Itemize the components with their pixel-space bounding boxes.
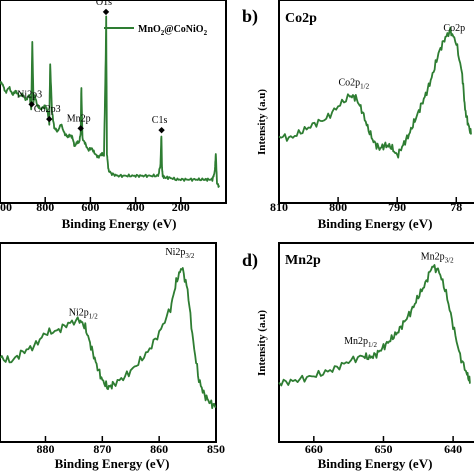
annotation-label: Ni2p3/2 (165, 247, 194, 260)
x-tick-label: 790 (388, 200, 406, 214)
peak-marker (102, 8, 110, 16)
peak-marker (28, 101, 35, 108)
annotation-mn2p3/2: Mn2p3/2 (421, 251, 454, 264)
panel-c-x-ticks: 880 870 860 850 (36, 436, 225, 456)
panel-a-survey: 1000 800 600 400 200 Binding Energy (eV) MnO… (0, 0, 227, 231)
panel-d-title: Mn2p (285, 253, 321, 268)
spectra-curves (0, 15, 472, 410)
x-tick-label: 400 (127, 200, 145, 214)
x-tick-label: 640 (444, 442, 462, 456)
panel-d-tag: d) (242, 250, 258, 271)
peak-marker (158, 126, 165, 134)
annotation-label: Mn2p1/2 (344, 336, 377, 349)
panel-b-title: Co2p (285, 11, 317, 26)
panel-b-tag: b) (242, 6, 258, 27)
panel-c-ni2p: 880 870 860 850 Binding Energy (eV) (0, 242, 225, 471)
x-tick-label: 600 (81, 200, 99, 214)
x-tick-label: 860 (150, 442, 168, 456)
x-tick-label: 200 (172, 200, 190, 214)
annotation-ni2p3: Ni2p3 (17, 89, 42, 108)
annotation-co2p3: Co2p3 (34, 104, 61, 123)
series-line-a (0, 15, 221, 188)
panel-a-frame (0, 0, 227, 204)
annotation-mn2p1/2: Mn2p1/2 (344, 336, 377, 349)
panel-b-x-axis-label: Binding Energy (eV) (318, 216, 433, 231)
panel-d-frame (278, 242, 474, 443)
annotation-ni2p1/2: Ni2p1/2 (69, 307, 98, 320)
annotation-label: C1s (152, 115, 168, 126)
x-tick-label: 800 (329, 200, 347, 214)
annotation-label: Co2p1/2 (339, 77, 370, 90)
annotation-label: Ni2p3 (17, 89, 42, 100)
annotation-label: Mn2p3/2 (421, 251, 454, 264)
panel-a-x-ticks: 1000 800 600 400 200 (0, 197, 190, 214)
x-tick-label: 800 (36, 200, 54, 214)
peak-annotations: Ni2p3 Co2p3 Mn2p O1s C1s Co2p1/2 Co2p Ni2p1/2 Ni… (17, 0, 465, 349)
annotation-ni2p3/2: Ni2p3/2 (165, 247, 194, 260)
panel-b-co2p: b) Co2p Intensity (a.u) 810 800 790 78 Bind… (242, 0, 474, 231)
peak-marker (77, 125, 84, 132)
annotation-label: O1s (96, 0, 112, 8)
panel-b-y-axis-label: Intensity (a.u) (256, 89, 268, 155)
panel-c-x-axis-label: Binding Energy (eV) (55, 456, 170, 471)
x-tick-label: 850 (207, 442, 225, 456)
x-tick-label: 660 (305, 442, 323, 456)
x-tick-label: 810 (270, 200, 288, 214)
annotation-co2p1/2: Co2p1/2 (339, 77, 370, 90)
annotation-mn2p: Mn2p (67, 113, 91, 132)
annotation-label: Mn2p (67, 113, 91, 124)
panel-d-mn2p: d) Mn2p Intensity (a.u) 660 650 640 Bindin… (242, 242, 474, 471)
series-line-c (0, 267, 217, 410)
peak-marker (46, 115, 53, 123)
x-tick-label: 650 (374, 442, 392, 456)
annotation-co2p: Co2p (443, 23, 465, 34)
annotation-c1s: C1s (152, 115, 168, 134)
x-tick-label: 880 (36, 442, 54, 456)
x-tick-label: 1000 (0, 200, 12, 214)
series-line-d (278, 264, 471, 387)
panel-d-x-axis-label: Binding Energy (eV) (318, 456, 433, 471)
x-tick-label: 870 (93, 442, 111, 456)
annotation-label: Ni2p1/2 (69, 307, 98, 320)
series-line-b (278, 26, 472, 159)
panel-c-frame (0, 242, 217, 443)
annotation-label: Co2p3 (34, 104, 61, 115)
panel-b-frame (278, 0, 474, 204)
panel-b-x-ticks: 810 800 790 78 (270, 197, 462, 214)
legend-label: MnO2@CoNiO2 (138, 24, 208, 37)
panel-a-x-axis-label: Binding Energy (eV) (62, 216, 177, 231)
panel-a-legend: MnO2@CoNiO2 (104, 24, 208, 37)
annotation-label: Co2p (443, 23, 465, 34)
panel-d-x-ticks: 660 650 640 (305, 436, 462, 456)
x-tick-label: 78 (450, 200, 462, 214)
annotation-o1s: O1s (96, 0, 112, 16)
panel-d-y-axis-label: Intensity (a.u) (256, 310, 268, 376)
